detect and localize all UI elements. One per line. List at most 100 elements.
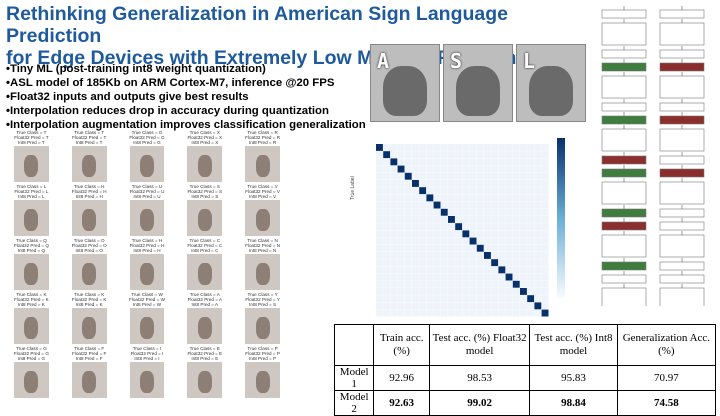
confusion-cell [520, 201, 527, 209]
layer-block [601, 234, 647, 258]
confusion-cell [498, 216, 506, 223]
confusion-cell [505, 223, 513, 231]
confusion-cell [433, 252, 441, 259]
layer-block [601, 221, 647, 231]
confusion-cell [527, 244, 535, 252]
confusion-cell [476, 158, 484, 166]
confusion-cell [390, 158, 398, 166]
confusion-cell [440, 309, 448, 317]
confusion-cell [376, 180, 383, 187]
confusion-cell [383, 295, 391, 303]
confusion-cell [512, 172, 520, 180]
confusion-cell [376, 280, 383, 288]
confusion-cell [469, 309, 477, 317]
confusion-cell [433, 244, 441, 252]
confusion-cell [397, 309, 405, 317]
confusion-cell [412, 230, 419, 238]
confusion-cell [412, 266, 419, 274]
confusion-cell [433, 223, 441, 231]
hand-thumbnail [71, 146, 107, 182]
confusion-cell [419, 201, 427, 209]
confusion-cell [476, 252, 484, 259]
table-cell: 95.83 [529, 365, 618, 391]
confusion-cell [505, 302, 513, 310]
prediction-sample: True Class = H Float32 Pred = H Int8 Pred … [120, 238, 175, 292]
confusion-cell [462, 180, 470, 187]
confusion-cell [419, 252, 427, 259]
confusion-cell [541, 216, 549, 223]
layer-block [601, 102, 647, 112]
confusion-cell [390, 194, 398, 202]
confusion-cell [505, 230, 513, 238]
confusion-cell [512, 187, 520, 195]
confusion-cell [484, 165, 491, 173]
layer-block [659, 115, 705, 125]
confusion-cell [404, 144, 412, 151]
confusion-cell [419, 223, 427, 231]
prediction-sample: True Class = N Float32 Pred = N Int8 Pred … [235, 238, 290, 292]
confusion-cell [419, 295, 427, 303]
confusion-cell [541, 187, 549, 195]
confusion-cell [397, 252, 405, 259]
confusion-cell [476, 259, 484, 267]
prediction-caption: True Class = I Float32 Pred = I Int8 Pred … [130, 346, 164, 362]
hand-photo-l: L [516, 44, 586, 122]
confusion-cell [426, 216, 434, 223]
bullet-item: Tiny ML (post-training int8 weight quant… [6, 62, 366, 76]
layer-block [601, 274, 647, 284]
confusion-cell [376, 273, 383, 281]
confusion-cell [462, 144, 470, 151]
confusion-cell [534, 144, 542, 151]
layer-block [601, 128, 647, 152]
confusion-cell [505, 194, 513, 202]
table-row: Model 1 92.96 98.53 95.83 70.97 [333, 365, 717, 391]
confusion-cell [527, 208, 535, 216]
confusion-cell [440, 230, 448, 238]
confusion-cell [462, 165, 470, 173]
confusion-cell [484, 230, 491, 238]
confusion-cell [491, 151, 499, 159]
prediction-sample: True Class = V Float32 Pred = V Int8 Pred … [235, 184, 290, 238]
confusion-cell [376, 295, 383, 303]
confusion-cell [448, 158, 455, 166]
confusion-cell [462, 295, 470, 303]
confusion-cell [383, 266, 391, 274]
confusion-cell [440, 295, 448, 303]
confusion-cell [512, 180, 520, 187]
prediction-caption: True Class = R Float32 Pred = R Int8 Pred … [245, 130, 281, 146]
confusion-cell [376, 165, 383, 173]
confusion-cell [448, 280, 455, 288]
prediction-caption: True Class = H Float32 Pred = H Int8 Pred … [129, 238, 165, 254]
hand-thumbnail [245, 308, 280, 344]
confusion-cell [448, 208, 455, 216]
confusion-cell [383, 216, 391, 223]
confusion-cell [448, 237, 455, 245]
confusion-cell [498, 237, 506, 245]
confusion-cell [498, 201, 506, 209]
confusion-cell [383, 223, 391, 231]
confusion-cell [476, 266, 484, 274]
layer-block [659, 181, 705, 205]
confusion-cell [476, 237, 484, 245]
confusion-cell [448, 165, 455, 173]
confusion-cell [404, 223, 412, 231]
prediction-caption: True Class = W Float32 Pred = W Int8 Pred … [129, 292, 165, 308]
confusion-cell [512, 237, 520, 245]
confusion-cell [527, 172, 535, 180]
prediction-sample: True Class = O Float32 Pred = O Int8 Pred … [62, 238, 117, 292]
confusion-cell [498, 280, 506, 288]
confusion-cell [520, 216, 527, 223]
confusion-cell [448, 266, 455, 274]
hand-thumbnail [14, 308, 49, 344]
confusion-cell [419, 194, 427, 202]
prediction-sample-grid: True Class = T Float32 Pred = T Int8 Pred … [4, 130, 290, 400]
table-header [333, 324, 375, 366]
prediction-sample: True Class = H Float32 Pred = H Int8 Pred … [62, 184, 117, 238]
confusion-cell [404, 302, 412, 310]
confusion-cell [433, 151, 441, 159]
confusion-cell [455, 180, 463, 187]
confusion-cell [498, 273, 506, 281]
confusion-cell [505, 259, 513, 267]
confusion-cell [512, 244, 520, 252]
hand-thumbnail [71, 254, 107, 290]
